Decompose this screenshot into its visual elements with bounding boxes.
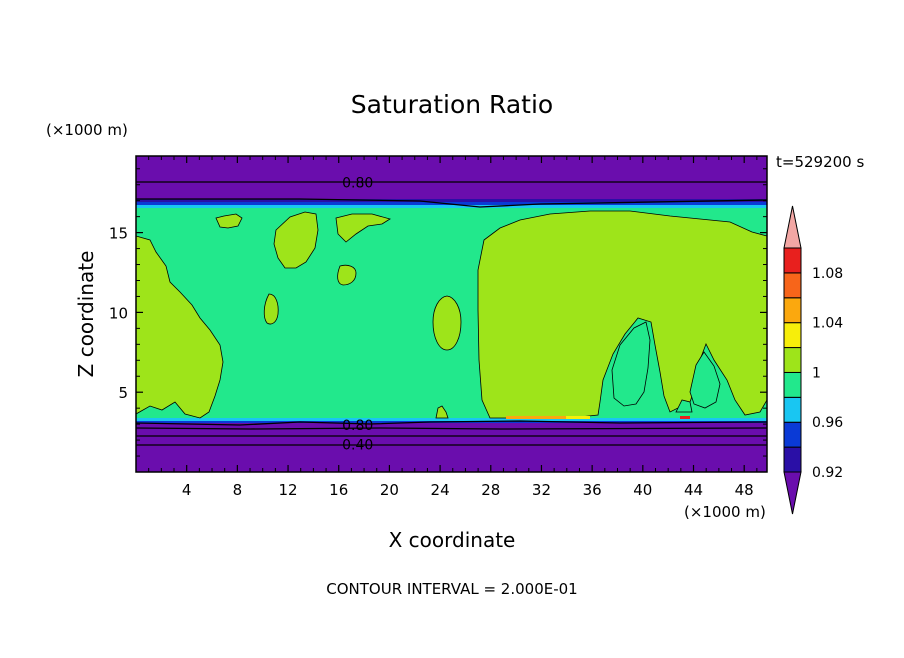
x-tick-label: 8 — [233, 481, 243, 499]
colorbar-tick-label: 1.04 — [812, 316, 843, 332]
pocket-right-a — [611, 321, 651, 407]
x-tick-label: 28 — [481, 481, 500, 499]
contour-label: 0.80 — [342, 418, 373, 434]
colorbar-bin — [783, 371, 802, 398]
region-top-left-wisp — [215, 213, 243, 229]
x-tick-label: 48 — [735, 481, 754, 499]
contour-lower-edge — [136, 420, 767, 426]
region-center-oval — [432, 295, 462, 351]
x-tick-label: 12 — [279, 481, 298, 499]
region-top-center — [273, 211, 319, 269]
x-unit-label: (×1000 m) — [684, 503, 766, 521]
colorbar-tick-label: 1 — [812, 365, 821, 381]
colorbar-bin — [783, 347, 802, 373]
field-lower-dry-band — [136, 423, 767, 472]
region-small-oval-a — [337, 264, 357, 286]
supersaturated-regions — [136, 210, 767, 419]
region-left-large — [136, 235, 224, 419]
colorbar-bin — [783, 446, 802, 473]
pocket-right-c — [675, 399, 693, 413]
contour-lower-080 — [136, 427, 767, 430]
streak-orange — [506, 416, 566, 419]
x-tick-label: 20 — [380, 481, 399, 499]
contour-field — [136, 156, 767, 472]
y-tick-label: 10 — [109, 304, 128, 322]
colorbar-bin — [783, 322, 802, 349]
colorbar-bin — [783, 396, 802, 423]
x-tick-label: 16 — [329, 481, 348, 499]
streak-yellow — [566, 416, 590, 419]
colorbar-bin — [783, 421, 802, 448]
y-unit-label: (×1000 m) — [46, 121, 128, 139]
colorbar: 0.92 0.96 1 1.04 1.08 — [783, 205, 843, 515]
field-upper-dry-band — [136, 156, 767, 200]
contour-upper-edge — [136, 198, 767, 208]
contour-label: 0.40 — [342, 437, 373, 453]
x-tick-label: 36 — [583, 481, 602, 499]
y-axis-title: Z coordinate — [74, 251, 98, 378]
x-tick-label: 32 — [532, 481, 551, 499]
colorbar-bin — [783, 297, 802, 324]
y-tick-label: 15 — [109, 225, 128, 243]
x-axis-title: X coordinate — [389, 528, 516, 552]
y-tick-label: 5 — [118, 384, 128, 402]
colorbar-tick-label: 1.08 — [812, 266, 843, 282]
colorbar-tick-label: 0.96 — [812, 415, 843, 431]
field-upper-cyan-band — [136, 205, 767, 208]
x-tick-label: 44 — [684, 481, 703, 499]
contour-label: 0.80 — [342, 176, 373, 192]
field-lower-cyan-band — [136, 418, 767, 421]
pocket-right-b — [689, 351, 721, 409]
streak-red — [680, 416, 690, 419]
contour-labels: 0.80 0.80 0.40 — [342, 176, 373, 454]
time-label: t=529200 s — [776, 153, 864, 171]
x-tick-label: 24 — [431, 481, 450, 499]
region-small-oval-b — [263, 293, 279, 325]
field-upper-dark-blue-band — [136, 199, 767, 203]
region-top-wisp-right — [335, 213, 391, 243]
region-bottom-nub — [435, 405, 449, 419]
colorbar-bin — [783, 247, 802, 274]
plot-frame — [135, 155, 768, 473]
x-tick-label: 40 — [633, 481, 652, 499]
x-tick-label: 4 — [182, 481, 192, 499]
colorbar-under-triangle — [783, 471, 802, 515]
colorbar-tick-label: 0.92 — [812, 465, 843, 481]
colorbar-over-triangle — [783, 205, 802, 249]
chart-title: Saturation Ratio — [351, 90, 553, 119]
contour-lines — [136, 181, 767, 446]
contour-interval-footer: CONTOUR INTERVAL = 2.000E-01 — [326, 580, 577, 598]
colorbar-bin — [783, 272, 802, 299]
embedded-pockets — [611, 321, 721, 413]
